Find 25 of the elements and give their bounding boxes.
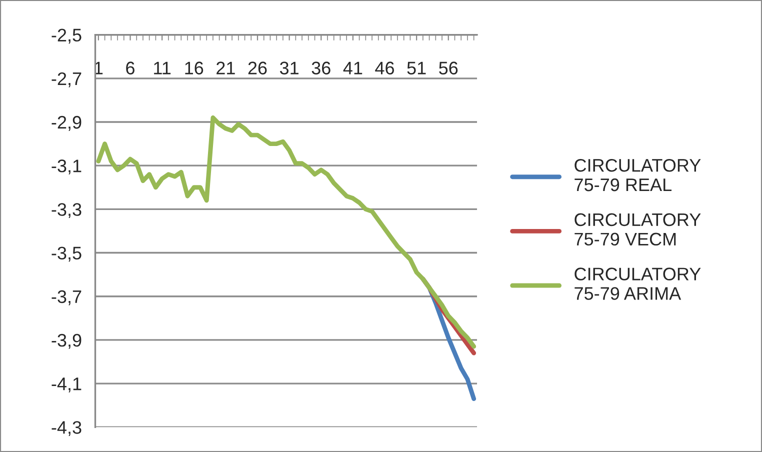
y-tick-label: -4,3 [52,421,82,436]
x-tick-label: 26 [248,62,267,74]
y-tick-label: -2,5 [52,28,82,44]
x-tick-label: 41 [343,62,362,74]
x-tick-label: 51 [407,62,426,74]
y-tick-label: -3,5 [52,246,82,262]
y-tick-label: -2,7 [52,72,82,88]
y-tick-label: -3,1 [52,160,82,174]
legend-label: CIRCULATORY 75-79 REAL [574,158,701,192]
y-tick-label: -3,3 [52,203,82,218]
x-tick-label: 6 [126,62,134,74]
y-tick-label: -2,9 [52,116,82,131]
x-tick-label: 16 [185,62,204,74]
y-tick-label: -3,9 [52,334,82,349]
line-series [96,115,476,349]
x-tick-label: 31 [280,62,298,74]
x-tick-label: 36 [312,62,330,74]
x-tick-label: 46 [375,62,394,74]
x-tick-label: 21 [216,62,235,74]
legend-label: CIRCULATORY 75-79 ARIMA [574,268,701,300]
y-tick-label: -4,1 [52,378,82,392]
legend-label: CIRCULATORY 75-79 VECM [574,213,701,246]
x-tick-label: 11 [154,62,171,74]
x-tick-label: 56 [439,62,458,74]
y-tick-label: -3,7 [52,290,82,306]
